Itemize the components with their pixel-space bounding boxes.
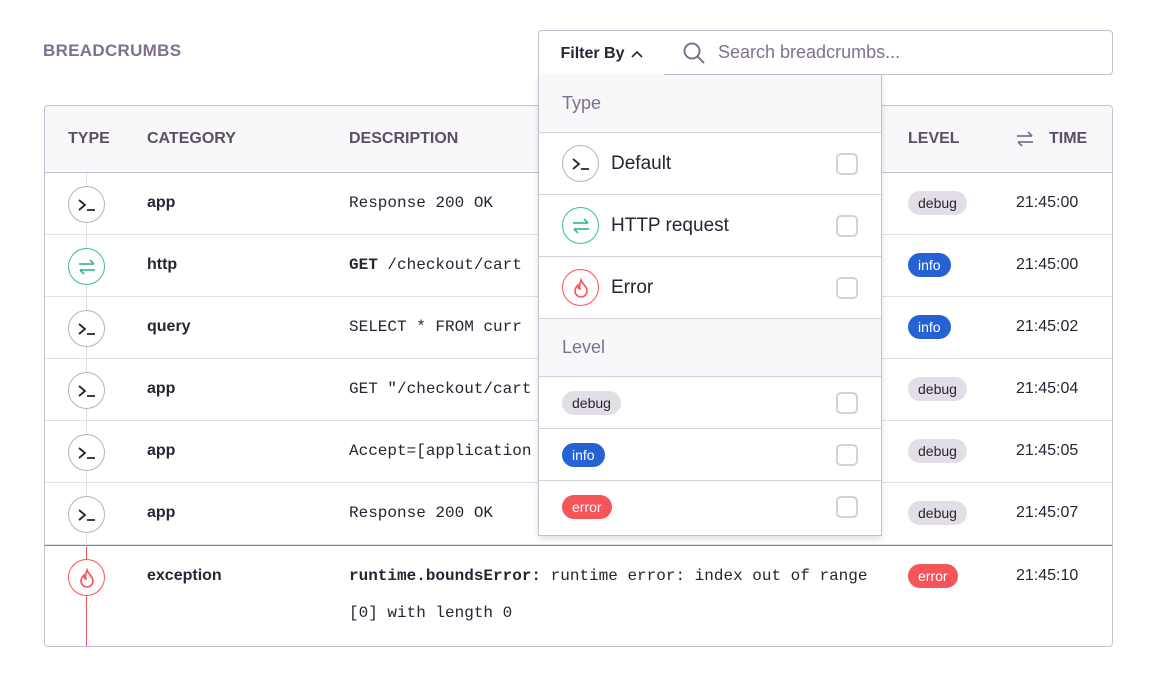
col-category: CATEGORY xyxy=(147,130,236,147)
category: app xyxy=(147,194,176,211)
description-text: SELECT * FROM curr xyxy=(349,318,522,336)
description-text: Response 200 OK xyxy=(349,504,494,522)
description: SELECT * FROM curr xyxy=(349,309,869,346)
type-label: Error xyxy=(611,276,654,298)
filter-type-error[interactable]: Error xyxy=(539,257,881,319)
level-badge: debug xyxy=(908,501,967,525)
description: runtime.boundsError: runtime error: inde… xyxy=(349,558,869,632)
fire-icon xyxy=(562,269,599,306)
timeline xyxy=(86,173,87,547)
type-section-header: Type xyxy=(539,75,881,133)
timestamp: 21:45:07 xyxy=(1016,504,1079,521)
checkbox[interactable] xyxy=(836,276,858,299)
description: GET /checkout/cart xyxy=(349,247,869,284)
description: Response 200 OK xyxy=(349,185,869,222)
description-text: /checkout/cart xyxy=(377,256,522,274)
terminal-icon xyxy=(68,434,105,471)
description-text: Response 200 OK xyxy=(349,194,494,212)
col-type: TYPE xyxy=(68,130,110,147)
search-input[interactable]: Search breadcrumbs... xyxy=(663,30,1113,75)
category: http xyxy=(147,256,178,273)
filter-type-http[interactable]: HTTP request xyxy=(539,195,881,257)
checkbox[interactable] xyxy=(836,391,858,414)
description: Accept=[application xyxy=(349,433,869,470)
category: app xyxy=(147,380,176,397)
filter-dropdown: Type Default HTTP request Error Level de… xyxy=(538,75,882,536)
description: GET "/checkout/cart xyxy=(349,371,869,408)
col-time[interactable]: TIME xyxy=(1049,130,1088,147)
table-row[interactable]: exception runtime.boundsError: runtime e… xyxy=(45,545,1112,646)
checkbox[interactable] xyxy=(836,214,858,237)
description-text: GET "/checkout/cart xyxy=(349,380,532,398)
checkbox[interactable] xyxy=(836,443,858,466)
table-row[interactable]: app Response 200 OK debug 21:45:07 xyxy=(45,483,1112,545)
terminal-icon xyxy=(68,310,105,347)
level-section-header: Level xyxy=(539,319,881,377)
level-badge: info xyxy=(908,315,951,339)
level-badge: debug xyxy=(908,191,967,215)
terminal-icon xyxy=(562,145,599,182)
search-placeholder: Search breadcrumbs... xyxy=(718,42,901,62)
level-badge: error xyxy=(908,564,958,588)
terminal-icon xyxy=(68,372,105,409)
chevron-up-icon xyxy=(630,50,643,58)
filter-level-debug[interactable]: debug xyxy=(539,377,881,429)
checkbox[interactable] xyxy=(836,152,858,175)
checkbox[interactable] xyxy=(836,496,858,518)
level-badge: info xyxy=(562,442,605,467)
timestamp: 21:45:05 xyxy=(1016,442,1079,459)
description-bold: GET xyxy=(349,256,378,274)
terminal-icon xyxy=(68,496,105,533)
timeline-error xyxy=(86,547,87,646)
swap-sort-icon[interactable] xyxy=(1015,130,1035,148)
description-bold: runtime.boundsError: xyxy=(349,567,542,585)
description-text: runtime error: index out of range [0] wi… xyxy=(349,567,868,622)
filter-level-info[interactable]: info xyxy=(539,429,881,481)
level-badge: debug xyxy=(908,439,967,463)
terminal-icon xyxy=(68,186,105,223)
table-row[interactable]: app Response 200 OK debug 21:45:00 xyxy=(45,173,1112,235)
filter-by-button[interactable]: Filter By xyxy=(538,30,664,76)
fire-icon xyxy=(68,559,105,596)
category: exception xyxy=(147,567,222,584)
type-label: Default xyxy=(611,152,672,174)
col-description: DESCRIPTION xyxy=(349,130,459,147)
description: Response 200 OK xyxy=(349,495,869,532)
level-badge: info xyxy=(908,253,951,277)
timestamp: 21:45:02 xyxy=(1016,318,1079,335)
description-text: Accept=[application xyxy=(349,442,532,460)
page-title: BREADCRUMBS xyxy=(43,41,182,60)
timestamp: 21:45:00 xyxy=(1016,256,1079,273)
table-row[interactable]: query SELECT * FROM curr info 21:45:02 xyxy=(45,297,1112,359)
timestamp: 21:45:10 xyxy=(1016,567,1079,584)
category: query xyxy=(147,318,191,335)
filter-label: Filter By xyxy=(560,44,625,62)
category: app xyxy=(147,504,176,521)
category: app xyxy=(147,442,176,459)
type-label: HTTP request xyxy=(611,214,729,236)
filter-type-default[interactable]: Default xyxy=(539,133,881,195)
filter-level-error[interactable]: error xyxy=(539,481,881,533)
level-badge: error xyxy=(562,495,612,519)
search-icon xyxy=(683,42,705,64)
arrows-swap-icon xyxy=(562,207,599,244)
arrows-swap-icon xyxy=(68,248,105,285)
timestamp: 21:45:04 xyxy=(1016,380,1079,397)
col-level: LEVEL xyxy=(908,130,960,147)
level-badge: debug xyxy=(562,390,621,415)
timestamp: 21:45:00 xyxy=(1016,194,1079,211)
level-badge: debug xyxy=(908,377,967,401)
